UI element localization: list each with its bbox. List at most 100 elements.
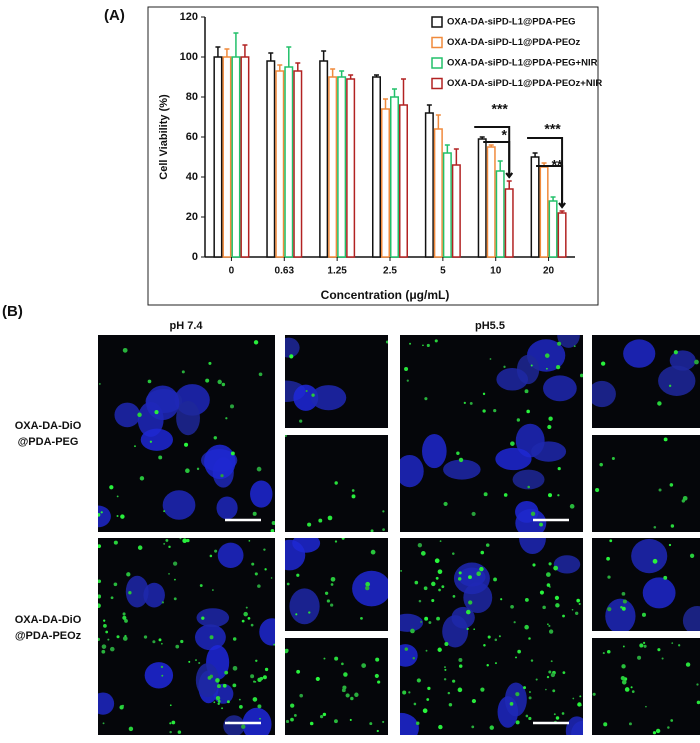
dio-dot: [621, 680, 627, 685]
nucleus: [293, 384, 319, 411]
dio-dot: [161, 601, 165, 604]
dio-dot: [489, 358, 492, 360]
legend-swatch: [431, 36, 443, 49]
micrograph-content: [285, 648, 385, 733]
dio-dot: [198, 661, 201, 664]
dio-dot: [546, 583, 551, 587]
dio-dot: [382, 720, 385, 723]
dio-dot: [444, 642, 449, 647]
dio-dot: [238, 698, 241, 701]
dio-dot: [468, 600, 473, 605]
dio-dot: [458, 664, 463, 668]
dio-dot: [557, 494, 560, 497]
dio-dot: [620, 605, 623, 609]
micrograph-content: [285, 435, 385, 532]
dio-dot: [529, 691, 531, 693]
dio-dot: [609, 539, 613, 543]
dio-dot: [436, 616, 440, 621]
dio-dot: [126, 572, 131, 577]
nucleus: [125, 575, 149, 608]
nucleus: [400, 613, 424, 632]
dio-dot: [232, 683, 237, 688]
dio-dot: [186, 538, 190, 543]
dio-dot: [334, 719, 338, 724]
dio-dot: [434, 558, 440, 564]
dio-dot: [154, 410, 159, 415]
dio-dot: [161, 642, 163, 645]
dio-dot: [171, 720, 176, 725]
bar: [530, 156, 540, 258]
dio-dot: [247, 616, 251, 620]
dio-dot: [330, 603, 334, 607]
dio-dot: [658, 488, 662, 492]
nucleus: [631, 538, 668, 574]
bar: [451, 164, 461, 258]
dio-dot: [201, 616, 205, 620]
dio-dot: [382, 528, 385, 531]
significance-label: ***: [544, 121, 561, 137]
dio-dot: [444, 666, 446, 669]
dio-dot: [438, 588, 441, 592]
dio-dot: [169, 704, 172, 707]
dio-dot: [341, 538, 345, 540]
dio-dot: [555, 716, 560, 720]
dio-dot: [330, 576, 336, 582]
x-tick-label: 1.25: [327, 266, 347, 277]
dio-dot: [530, 659, 534, 662]
dio-dot: [424, 397, 428, 401]
dio-dot: [493, 409, 497, 413]
dio-dot: [653, 525, 657, 529]
dio-dot: [239, 705, 243, 709]
dio-dot: [561, 712, 565, 715]
dio-dot: [165, 538, 169, 542]
legend-label: OXA-DA-siPD-L1@PDA-PEG+NIR: [447, 58, 598, 69]
dio-dot: [334, 540, 338, 543]
dio-dot: [137, 412, 142, 417]
dio-dot: [544, 353, 550, 358]
row-label: @PDA-PEG: [18, 436, 79, 448]
dio-dot: [199, 584, 203, 587]
dio-dot: [225, 417, 228, 420]
dio-dot: [547, 424, 552, 430]
bar: [399, 104, 408, 258]
nucleus: [217, 542, 244, 568]
dio-dot: [557, 341, 562, 346]
dio-dot: [404, 647, 409, 651]
micrograph: [592, 335, 700, 428]
micrograph-content: [592, 339, 699, 408]
dio-dot: [299, 419, 303, 423]
dio-dot: [437, 647, 442, 652]
dio-dot: [431, 581, 436, 587]
bar: [266, 60, 276, 258]
dio-dot: [456, 451, 460, 455]
nucleus: [543, 375, 577, 402]
dio-dot: [510, 441, 515, 446]
bar: [293, 70, 303, 258]
dio-dot: [530, 511, 536, 517]
error-bar: [488, 144, 494, 147]
dio-dot: [122, 612, 126, 616]
dio-dot: [354, 692, 359, 697]
dio-dot: [661, 657, 664, 660]
dio-dot: [413, 702, 417, 706]
dio-dot: [532, 563, 536, 567]
dio-dot: [98, 579, 102, 584]
bar: [390, 96, 399, 258]
dio-dot: [345, 693, 350, 698]
dio-dot: [548, 624, 551, 628]
dio-dot: [428, 621, 432, 624]
dio-dot: [423, 586, 428, 591]
dio-dot: [670, 719, 674, 722]
dio-dot: [215, 696, 221, 701]
dio-dot: [557, 467, 561, 471]
dio-dot: [158, 455, 163, 460]
dio-dot: [270, 577, 273, 579]
dio-dot: [217, 699, 221, 703]
dio-dot: [307, 522, 312, 527]
dio-dot: [482, 392, 486, 396]
nucleus: [658, 365, 696, 396]
dio-dot: [309, 721, 314, 726]
error-bar: [321, 50, 327, 61]
dio-dot: [241, 724, 246, 729]
